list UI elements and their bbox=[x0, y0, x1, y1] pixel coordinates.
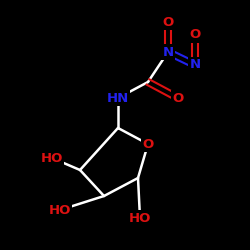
Text: O: O bbox=[162, 16, 173, 28]
Text: O: O bbox=[190, 28, 200, 42]
Text: HN: HN bbox=[107, 92, 129, 104]
Text: O: O bbox=[172, 92, 184, 104]
Text: HO: HO bbox=[41, 152, 63, 164]
Text: HO: HO bbox=[129, 212, 151, 224]
Text: HO: HO bbox=[49, 204, 71, 216]
Text: N: N bbox=[162, 46, 173, 59]
Text: N: N bbox=[190, 58, 200, 71]
Text: O: O bbox=[142, 138, 154, 150]
